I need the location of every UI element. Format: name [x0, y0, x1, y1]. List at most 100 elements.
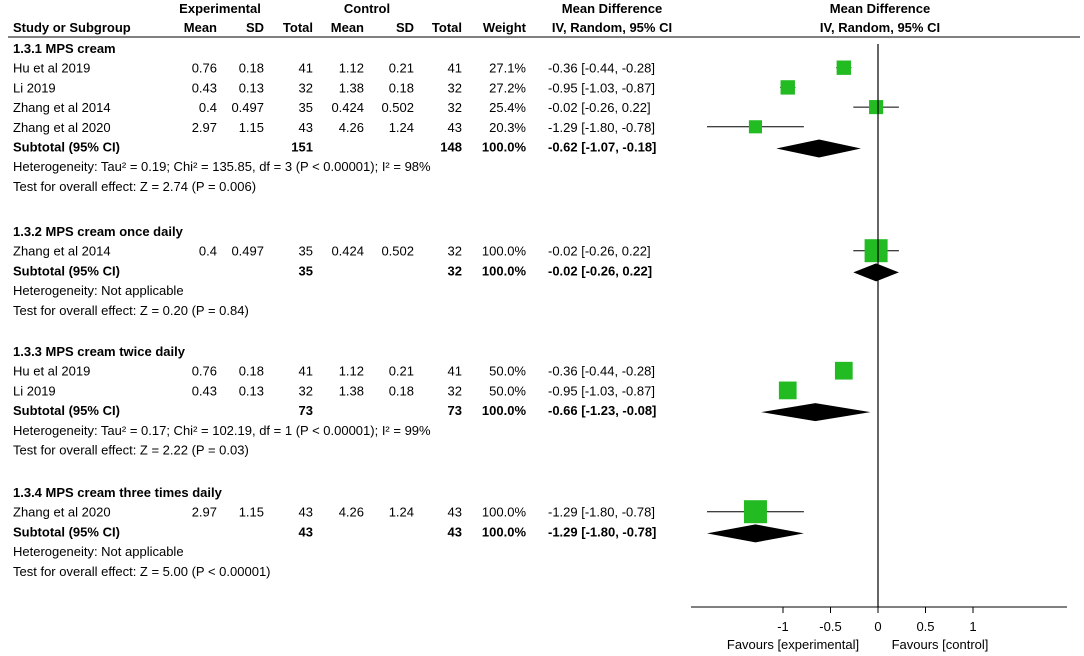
study-c-mean: 0.424 [331, 100, 364, 115]
study-c-sd: 0.502 [381, 100, 414, 115]
effect-square [869, 100, 884, 115]
study-ci-text: -0.95 [-1.03, -0.87] [548, 383, 655, 398]
control-header: Control [344, 1, 390, 16]
heterogeneity-text: Heterogeneity: Tau² = 0.17; Chi² = 102.1… [13, 423, 431, 438]
subtotal-ci-text: -1.29 [-1.80, -0.78] [548, 524, 656, 539]
c-total-header: Total [432, 20, 462, 35]
subtotal-e-total: 43 [299, 524, 313, 539]
subtotal-e-total: 151 [291, 140, 313, 155]
pooled-diamond [761, 403, 871, 422]
favours-experimental-label: Favours [experimental] [727, 637, 859, 652]
pooled-diamond [776, 139, 861, 158]
effect-square [834, 361, 853, 380]
pooled-diamond [707, 524, 804, 543]
study-name: Hu et al 2019 [13, 364, 90, 379]
study-e-mean: 2.97 [192, 120, 217, 135]
study-e-mean: 0.43 [192, 80, 217, 95]
mean-difference-header: Mean Difference [562, 1, 662, 16]
subtotal-ci-text: -0.62 [-1.07, -0.18] [548, 140, 656, 155]
subtotal-c-total: 43 [448, 524, 462, 539]
study-ci-text: -0.36 [-0.44, -0.28] [548, 61, 655, 76]
study-e-sd: 0.13 [239, 383, 264, 398]
x-tick-label: -1 [777, 619, 789, 634]
study-e-mean: 2.97 [192, 505, 217, 520]
study-name: Zhang et al 2014 [13, 100, 111, 115]
c-sd-header: SD [396, 20, 414, 35]
effect-square [743, 500, 767, 524]
effect-square [836, 60, 851, 75]
study-weight: 27.2% [489, 80, 526, 95]
study-e-mean: 0.76 [192, 61, 217, 76]
study-c-total: 43 [448, 120, 462, 135]
study-name: Li 2019 [13, 383, 56, 398]
group-title: 1.3.2 MPS cream once daily [13, 224, 184, 239]
study-weight: 100.0% [482, 505, 527, 520]
study-c-sd: 0.502 [381, 244, 414, 259]
study-c-sd: 1.24 [389, 120, 414, 135]
subtotal-c-total: 73 [448, 403, 462, 418]
heterogeneity-text: Heterogeneity: Tau² = 0.19; Chi² = 135.8… [13, 159, 431, 174]
study-e-total: 41 [299, 61, 313, 76]
study-name: Li 2019 [13, 80, 56, 95]
study-e-total: 43 [299, 120, 313, 135]
study-weight: 100.0% [482, 244, 527, 259]
effect-square [778, 381, 797, 400]
effect-square [780, 80, 795, 95]
study-c-total: 41 [448, 364, 462, 379]
study-c-total: 32 [448, 100, 462, 115]
effect-square [864, 239, 888, 263]
study-c-sd: 0.18 [389, 383, 414, 398]
x-tick-label: 0.5 [916, 619, 934, 634]
study-c-mean: 4.26 [339, 120, 364, 135]
subtotal-label: Subtotal (95% CI) [13, 140, 120, 155]
e-total-header: Total [283, 20, 313, 35]
study-e-sd: 0.18 [239, 364, 264, 379]
study-weight: 27.1% [489, 61, 526, 76]
study-e-sd: 0.13 [239, 80, 264, 95]
subtotal-ci-text: -0.66 [-1.23, -0.08] [548, 403, 656, 418]
study-weight: 50.0% [489, 383, 526, 398]
heterogeneity-text: Heterogeneity: Not applicable [13, 544, 184, 559]
study-header: Study or Subgroup [13, 20, 131, 35]
study-e-total: 32 [299, 80, 313, 95]
effect-square [748, 120, 763, 134]
study-e-sd: 0.497 [231, 100, 264, 115]
overall-effect-text: Test for overall effect: Z = 0.20 (P = 0… [13, 303, 249, 318]
favours-control-label: Favours [control] [892, 637, 989, 652]
study-c-total: 41 [448, 61, 462, 76]
study-c-total: 32 [448, 383, 462, 398]
study-e-total: 35 [299, 244, 313, 259]
study-name: Hu et al 2019 [13, 61, 90, 76]
study-c-total: 32 [448, 80, 462, 95]
study-ci-text: -0.02 [-0.26, 0.22] [548, 244, 651, 259]
plot-mean-difference-header: Mean Difference [830, 1, 930, 16]
x-tick-label: 1 [969, 619, 976, 634]
study-e-sd: 0.18 [239, 61, 264, 76]
subtotal-e-total: 73 [299, 403, 313, 418]
study-weight: 25.4% [489, 100, 526, 115]
study-e-mean: 0.43 [192, 383, 217, 398]
study-name: Zhang et al 2020 [13, 505, 111, 520]
plot-ci-method-header: IV, Random, 95% CI [820, 20, 940, 35]
study-e-total: 35 [299, 100, 313, 115]
study-e-mean: 0.4 [199, 244, 217, 259]
overall-effect-text: Test for overall effect: Z = 5.00 (P < 0… [13, 564, 271, 579]
subtotal-label: Subtotal (95% CI) [13, 524, 120, 539]
group-title: 1.3.4 MPS cream three times daily [13, 485, 223, 500]
x-tick-label: 0 [874, 619, 881, 634]
study-c-mean: 1.38 [339, 80, 364, 95]
study-e-mean: 0.4 [199, 100, 217, 115]
experimental-header: Experimental [179, 1, 261, 16]
group-title: 1.3.3 MPS cream twice daily [13, 344, 186, 359]
subtotal-weight: 100.0% [482, 263, 527, 278]
study-c-total: 32 [448, 244, 462, 259]
x-axis-ticks: -1 -0.5 0 0.5 1 [777, 607, 977, 634]
subtotal-weight: 100.0% [482, 403, 527, 418]
pooled-diamond [853, 263, 899, 282]
study-c-sd: 0.21 [389, 61, 414, 76]
study-c-mean: 1.38 [339, 383, 364, 398]
study-ci-text: -0.95 [-1.03, -0.87] [548, 80, 655, 95]
ci-method-header: IV, Random, 95% CI [552, 20, 672, 35]
study-e-total: 41 [299, 364, 313, 379]
